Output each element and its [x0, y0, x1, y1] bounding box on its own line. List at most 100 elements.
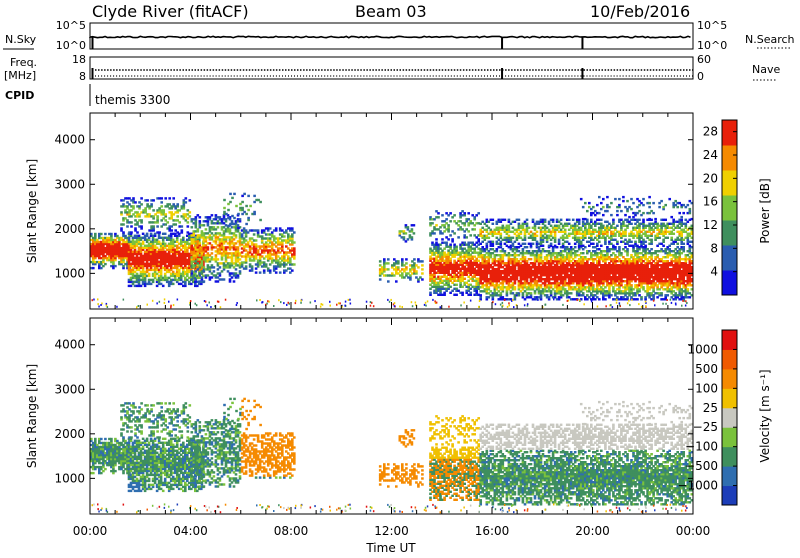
power-cell [455, 246, 458, 248]
power-cell [407, 226, 410, 228]
power-cell [154, 233, 157, 235]
power-cell [176, 215, 179, 217]
nsky-line [90, 36, 691, 37]
power-cell [223, 207, 226, 209]
power-cell [514, 286, 517, 288]
power-cell [211, 214, 214, 216]
power-cell [251, 265, 254, 267]
power-cell [411, 236, 414, 238]
power-cell [387, 262, 390, 264]
power-cell [251, 267, 254, 269]
power-cell [166, 221, 169, 223]
date-title: 10/Feb/2016 [590, 2, 690, 21]
power-cell [235, 205, 238, 207]
power-cell [492, 219, 495, 221]
power-cell [191, 226, 194, 228]
power-cell [245, 265, 248, 267]
power-cell [457, 236, 460, 238]
power-cell [421, 268, 424, 270]
power-cell [463, 212, 466, 214]
power-cell [642, 286, 645, 288]
power-cell [610, 294, 613, 296]
power-cell [239, 258, 242, 260]
power-cell [453, 214, 456, 216]
power-cell [257, 229, 260, 231]
power-cell [172, 283, 175, 285]
power-cell [602, 282, 605, 284]
power-cell [413, 232, 416, 234]
power-cell [582, 252, 585, 254]
power-cell [229, 201, 232, 203]
power-cell [255, 271, 258, 273]
power-cell [417, 266, 420, 268]
power-cell [447, 238, 450, 240]
power-cell [104, 233, 107, 235]
power-cell [140, 225, 143, 227]
power-cell [269, 269, 272, 271]
power-cell [387, 280, 390, 282]
power-cell [447, 224, 450, 226]
power-cell [500, 233, 503, 235]
power-cell [415, 270, 418, 272]
power-cell [660, 292, 663, 294]
nave-label: Nave [752, 63, 780, 76]
power-cell [453, 232, 456, 234]
power-cell [656, 254, 659, 256]
power-cell [435, 224, 438, 226]
power-cell [205, 228, 208, 230]
power-cell [160, 205, 163, 207]
power-cell [156, 225, 159, 227]
power-cell [181, 225, 184, 227]
power-cell [237, 213, 240, 215]
power-cell [225, 213, 228, 215]
power-cell [181, 229, 184, 231]
power-cell [405, 266, 408, 268]
power-cell [459, 226, 462, 228]
power-cell [467, 212, 470, 214]
power-cell [164, 197, 167, 199]
nsky-strip-frame [90, 23, 693, 49]
power-cell [447, 228, 450, 230]
nsky-label: N.Sky [5, 33, 37, 46]
power-cell [455, 294, 458, 296]
power-cell [150, 203, 153, 205]
power-cell [405, 262, 408, 264]
nave-tick-top: 60 [697, 53, 711, 66]
power-cell [283, 235, 286, 237]
power-cell [449, 258, 452, 260]
power-cell [650, 248, 653, 250]
power-cell [199, 242, 202, 244]
nsearch-label: N.Search [745, 33, 795, 46]
power-cell [598, 298, 601, 300]
power-cell [168, 197, 171, 199]
power-cell [433, 232, 436, 234]
power-cell [136, 231, 139, 233]
power-cell [415, 272, 418, 274]
power-cell [445, 218, 448, 220]
power-cell [164, 233, 167, 235]
power-cell [463, 278, 466, 280]
power-cell [449, 286, 452, 288]
power-cell [126, 225, 129, 227]
power-cell [235, 268, 238, 270]
power-cell [189, 215, 192, 217]
power-cell [130, 225, 133, 227]
power-cell [219, 272, 222, 274]
power-cell [231, 220, 234, 222]
nave-tick-bottom: 0 [697, 70, 704, 83]
power-cell [217, 258, 220, 260]
power-cell [132, 197, 135, 199]
power-cell [293, 263, 296, 265]
power-cell [245, 213, 248, 215]
power-cell [164, 213, 167, 215]
power-cell [275, 227, 278, 229]
power-cell [223, 199, 226, 201]
power-cell [140, 203, 143, 205]
power-cell [449, 244, 452, 246]
power-cell [233, 217, 236, 219]
power-cell [397, 260, 400, 262]
power-cell [241, 207, 244, 209]
power-heatmap [90, 193, 695, 309]
power-cell [162, 209, 165, 211]
